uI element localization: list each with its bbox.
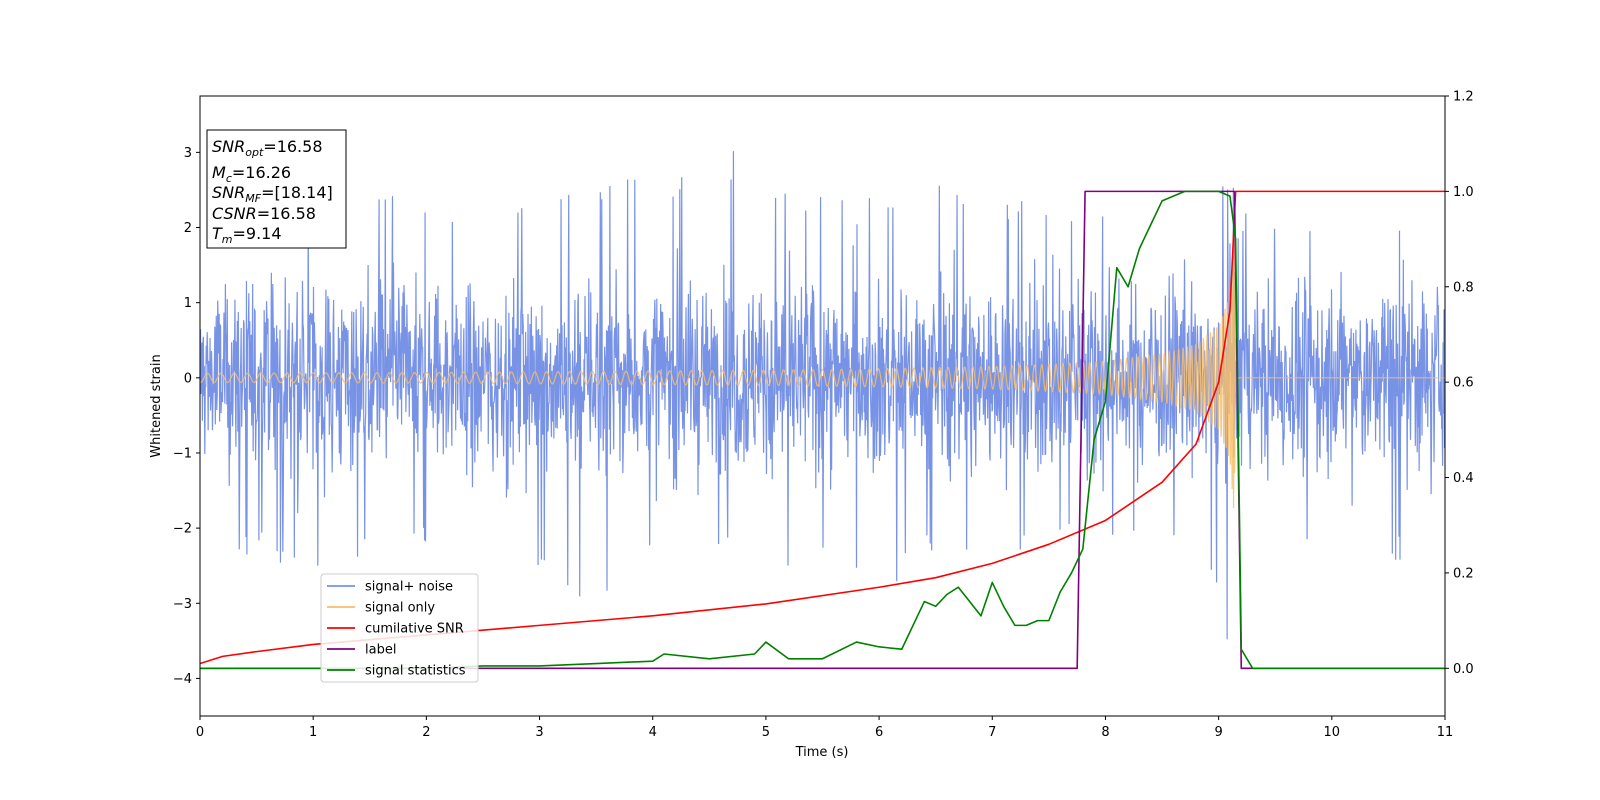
y-left-tick-label: 3 <box>184 146 192 161</box>
info-mc-sub: c <box>226 172 232 185</box>
y-right-tick-label: 0.2 <box>1453 566 1474 581</box>
legend-entry: signal statistics <box>365 664 466 679</box>
x-tick-label: 1 <box>309 725 317 740</box>
x-tick-label: 10 <box>1324 725 1341 740</box>
plot-frame <box>199 95 1446 717</box>
info-mc: Mc=16.26 <box>212 163 291 185</box>
info-snr-opt-value: =16.58 <box>263 137 322 156</box>
info-snr-mf: SNRMF=[18.14] <box>212 183 333 205</box>
y-right-tick-label: 0.4 <box>1453 471 1474 486</box>
y-left-tick-label: −3 <box>173 597 192 612</box>
y-right-tick-label: 0.0 <box>1453 662 1474 677</box>
x-tick-label: 2 <box>422 725 430 740</box>
info-csnr-value: =16.58 <box>257 204 316 223</box>
x-tick-label: 0 <box>196 725 204 740</box>
info-snr-mf-base: SNR <box>212 183 245 202</box>
y-left-tick-label: −4 <box>173 672 192 687</box>
legend-entry: cumilative SNR <box>365 622 464 637</box>
y-right-tick-label: 0.8 <box>1453 280 1474 295</box>
y-left-tick-label: 2 <box>184 221 192 236</box>
y-right-tick-label: 0.6 <box>1453 376 1474 391</box>
legend: signal+ noise signal only cumilative SNR la… <box>320 573 479 683</box>
y-left-tick-label: 0 <box>184 371 192 386</box>
y-left-tick-label: −2 <box>173 522 192 537</box>
axes: 0 1 2 3 4 5 6 7 8 9 10 11 −4 −3 −2 −1 0 1 2 3 0.0 0.2 0.4 0.6 0.… <box>173 90 1474 741</box>
x-tick-label: 5 <box>762 725 770 740</box>
y-left-tick-label: −1 <box>173 446 192 461</box>
y-right-tick-label: 1.2 <box>1453 90 1474 105</box>
y-left-tick-label: 1 <box>184 296 192 311</box>
legend-entry: label <box>365 643 396 658</box>
x-axis-label: Time (s) <box>795 745 849 760</box>
info-mc-base: M <box>212 163 226 182</box>
info-csnr: CSNR=16.58 <box>212 204 316 223</box>
y-axis-label-left: Whitened strain <box>149 354 164 457</box>
legend-entry: signal+ noise <box>365 580 453 595</box>
info-tm-sub: m <box>222 233 233 246</box>
info-mc-value: =16.26 <box>232 163 291 182</box>
x-tick-label: 11 <box>1437 725 1454 740</box>
info-snr-opt: SNRopt=16.58 <box>212 137 323 159</box>
info-tm-base: T <box>212 224 223 243</box>
x-tick-label: 7 <box>988 725 996 740</box>
info-csnr-base: CSNR <box>212 204 257 223</box>
x-tick-label: 8 <box>1101 725 1109 740</box>
x-tick-label: 6 <box>875 725 883 740</box>
info-tm: Tm=9.14 <box>212 224 282 246</box>
info-box-frame <box>206 129 347 249</box>
y-right-tick-label: 1.0 <box>1453 185 1474 200</box>
info-snr-mf-value: =[18.14] <box>261 183 333 202</box>
x-tick-label: 3 <box>535 725 543 740</box>
info-snr-opt-base: SNR <box>212 137 245 156</box>
x-tick-label: 4 <box>649 725 657 740</box>
info-snr-mf-sub: MF <box>245 192 261 205</box>
info-box: SNRopt=16.58 Mc=16.26 SNRMF=[18.14] CSNR… <box>206 129 347 249</box>
info-tm-value: =9.14 <box>233 224 282 243</box>
legend-entry: signal only <box>365 601 435 616</box>
legend-frame <box>320 573 479 683</box>
x-tick-label: 9 <box>1214 725 1222 740</box>
info-snr-opt-sub: opt <box>245 146 264 159</box>
series-signal-statistics <box>200 190 1445 670</box>
